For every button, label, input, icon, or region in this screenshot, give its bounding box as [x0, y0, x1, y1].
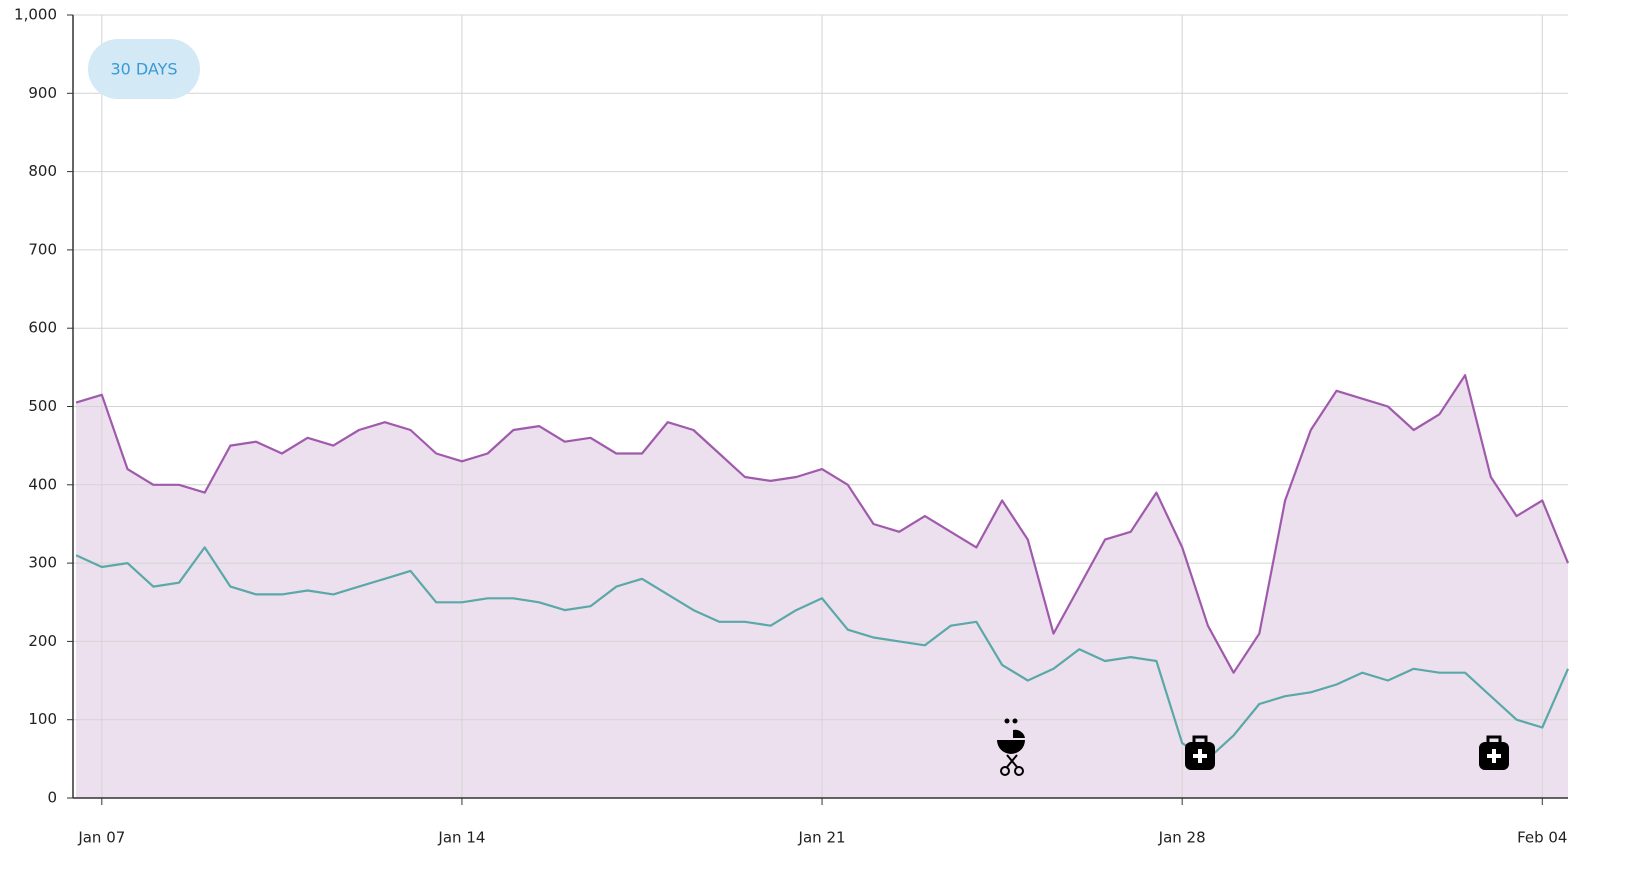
y-tick-label: 600 [28, 319, 57, 337]
x-tick-label: Jan 28 [1158, 829, 1206, 847]
y-tick-label: 300 [28, 554, 57, 572]
range-button-label[interactable]: 30 DAYS [110, 60, 177, 79]
y-tick-label: 400 [28, 475, 57, 493]
x-tick-label: Feb 04 [1517, 829, 1567, 847]
y-tick-label: 1,000 [14, 6, 57, 24]
stroller-icon[interactable] [997, 718, 1025, 776]
y-tick-label: 100 [28, 710, 57, 728]
y-tick-label: 0 [47, 789, 57, 807]
x-tick-label: Jan 14 [437, 829, 485, 847]
y-tick-label: 800 [28, 162, 57, 180]
y-tick-label: 200 [28, 632, 57, 650]
y-tick-label: 700 [28, 240, 57, 258]
range-button[interactable] [88, 39, 200, 99]
plot: 0 100 200 300 400 500 600 700 800 900 1,000 Jan 07 J… [14, 6, 1570, 847]
x-tick-label: Jan 07 [77, 829, 125, 847]
medical-icon[interactable] [1185, 735, 1215, 770]
line [75, 546, 1570, 760]
y-tick-label: 900 [28, 84, 57, 102]
line [75, 374, 1570, 674]
medical-icon[interactable] [1479, 735, 1509, 770]
y-tick-label: 500 [28, 397, 57, 415]
x-tick-label: Jan 21 [798, 829, 846, 847]
